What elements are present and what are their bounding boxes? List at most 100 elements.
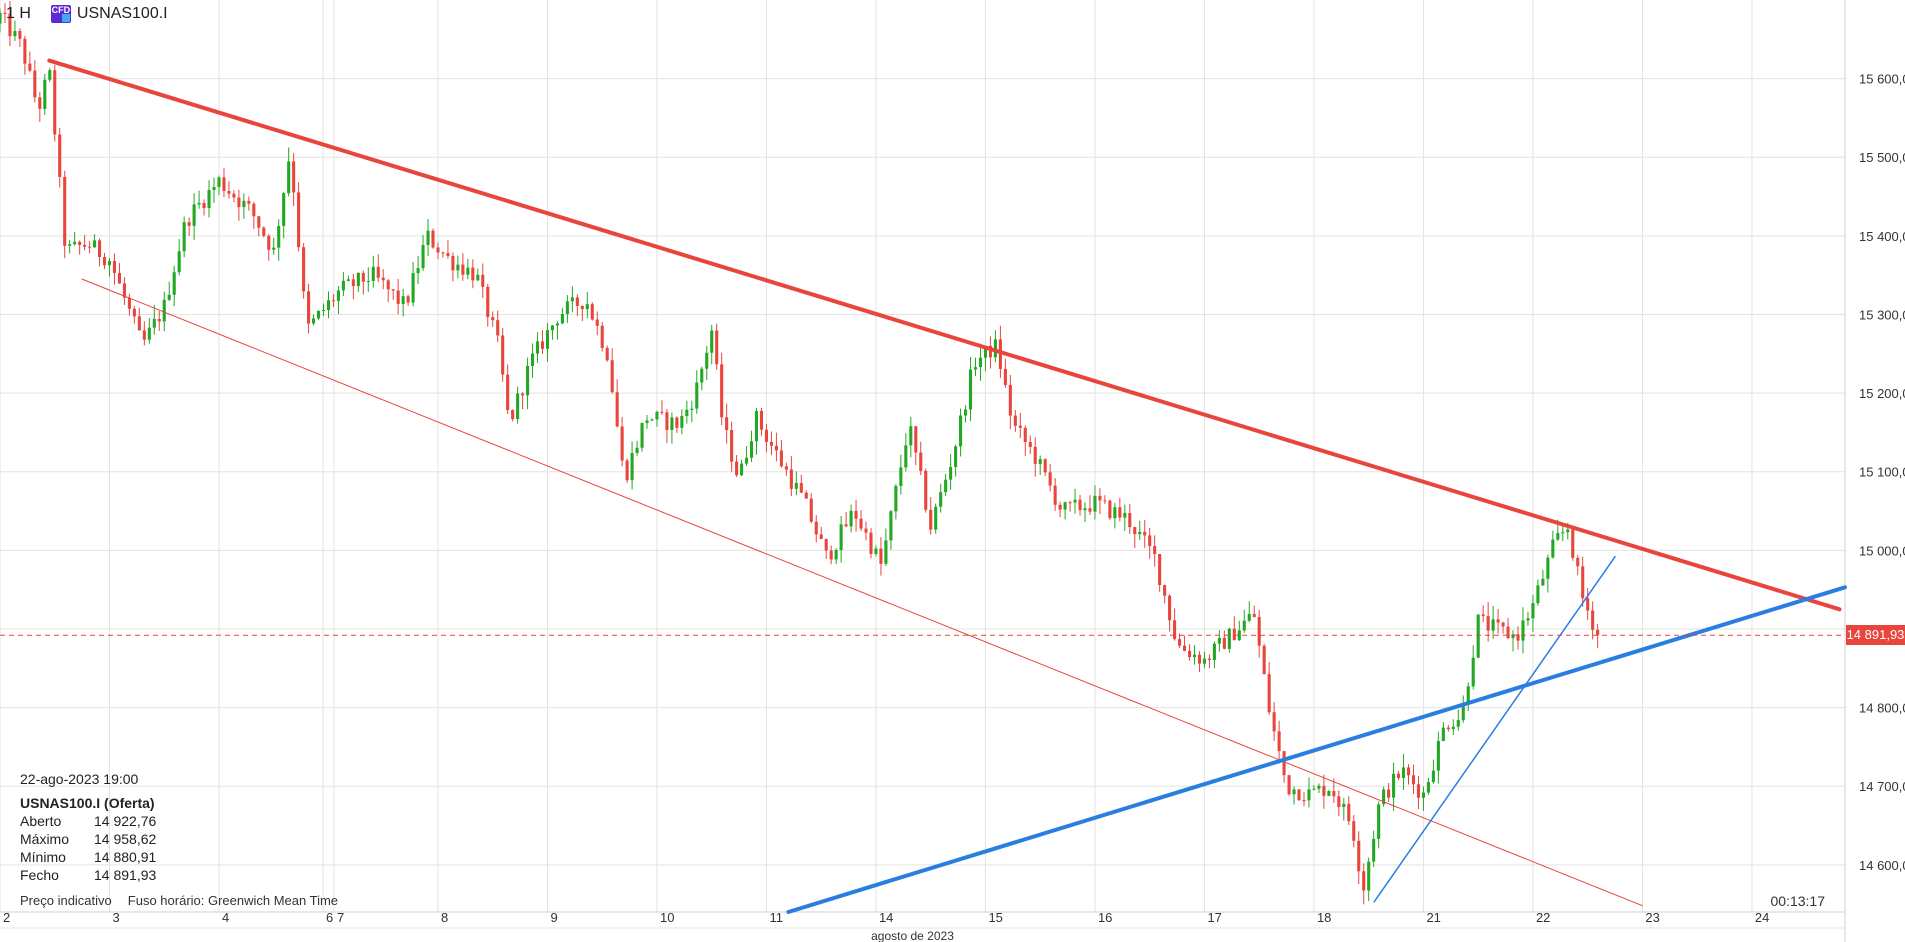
candle-body (745, 457, 749, 464)
candle-body (849, 510, 853, 527)
candle-body (416, 268, 420, 274)
candle-body (262, 227, 266, 236)
candle-body (575, 297, 579, 306)
info-value: 14 880,91 (94, 849, 157, 865)
candle-body (48, 70, 52, 80)
candle-body (1247, 613, 1251, 621)
timeframe-selector[interactable]: 1 H (6, 5, 31, 22)
candle-body (600, 325, 604, 348)
candle-body (1088, 508, 1092, 512)
candle-body (560, 314, 564, 324)
symbol-name[interactable]: USNAS100.I (76, 5, 168, 22)
candle-body (700, 368, 704, 383)
timezone-label: Fuso horário: Greenwich Mean Time (127, 893, 339, 908)
candle-body (441, 252, 445, 254)
candle-body (1551, 539, 1555, 558)
candle-body (1083, 508, 1087, 511)
candle-body (1372, 838, 1376, 862)
candle-body (859, 518, 863, 529)
candle-body (1357, 840, 1361, 872)
candle-body (1128, 513, 1132, 528)
candle-body (331, 300, 336, 302)
candle-body (496, 320, 500, 336)
candle-body (212, 187, 216, 190)
trendline-red (47, 58, 1842, 612)
x-tick-label: 17 (1207, 910, 1221, 925)
candle-body (1267, 673, 1271, 713)
candle-body (1093, 495, 1097, 512)
candle-body (1337, 796, 1341, 808)
candle-body (814, 521, 818, 535)
candle-body (23, 38, 27, 64)
info-key: Aberto (20, 813, 62, 829)
candle-body (282, 193, 286, 226)
candle-body (1133, 527, 1137, 535)
candle-body (1481, 614, 1485, 617)
candle-body (829, 550, 833, 560)
candle-body (804, 492, 808, 499)
candle-body (1556, 533, 1560, 540)
x-tick-label: 23 (1645, 910, 1659, 925)
candle-body (28, 63, 32, 71)
candle-body (580, 305, 584, 310)
candle-body (1262, 645, 1266, 674)
candle-body (93, 240, 97, 248)
candle-body (1506, 626, 1510, 639)
candle-body (386, 280, 390, 290)
candle-body (570, 297, 574, 302)
candle-body (1596, 629, 1600, 636)
candle-body (1182, 645, 1187, 651)
candle-body (192, 204, 196, 226)
price-type-label: Preço indicativo (20, 893, 112, 908)
candle-body (884, 540, 888, 564)
candle-body (0, 12, 2, 24)
candle-body (511, 410, 515, 420)
candle-body (456, 264, 460, 271)
candle-body (964, 409, 968, 416)
candle-body (630, 452, 634, 481)
candle-body (899, 467, 903, 486)
candle-body (1307, 789, 1311, 801)
candle-body (1023, 427, 1027, 443)
candle-body (461, 264, 465, 275)
candle-body (1581, 566, 1585, 599)
candle-body (1576, 557, 1580, 567)
candle-body (1546, 557, 1550, 579)
candle-body (277, 225, 281, 248)
candle-body (1277, 731, 1281, 752)
trendline-red (81, 278, 1643, 907)
candle-body (670, 417, 674, 430)
candle-body (1257, 616, 1261, 646)
candle-body (1202, 658, 1206, 664)
candle-body (1118, 507, 1122, 518)
candle-body (1421, 792, 1425, 798)
candle-body (1252, 613, 1256, 617)
chart-footer: Preço indicativo Fuso horário: Greenwich… (20, 893, 338, 908)
candle-body (1586, 598, 1590, 611)
candle-body (799, 482, 803, 493)
candle-body (889, 511, 893, 541)
candle-body (436, 247, 440, 253)
candle-body (540, 341, 545, 349)
candle-body (879, 548, 883, 564)
candle-body (1516, 634, 1520, 641)
candle-body (232, 193, 236, 198)
info-row-open: Aberto 14 922,76 (20, 812, 156, 830)
candle-body (954, 446, 958, 468)
candle-body (88, 246, 92, 248)
candle-body (650, 419, 654, 421)
candle-body (1292, 789, 1296, 795)
candle-body (685, 409, 689, 417)
candle-body (1441, 727, 1445, 741)
x-tick-label: 10 (660, 910, 674, 925)
x-tick-label: 24 (1755, 910, 1769, 925)
x-tick-label: 22 (1536, 910, 1550, 925)
x-tick-label: 2 (3, 910, 10, 925)
info-row-high: Máximo 14 958,62 (20, 830, 156, 848)
info-value: 14 958,62 (94, 831, 157, 847)
candle-body (132, 308, 136, 317)
y-tick-label: 15 100,00 (1859, 465, 1905, 480)
candle-body (1043, 459, 1047, 473)
candle-body (451, 256, 455, 271)
